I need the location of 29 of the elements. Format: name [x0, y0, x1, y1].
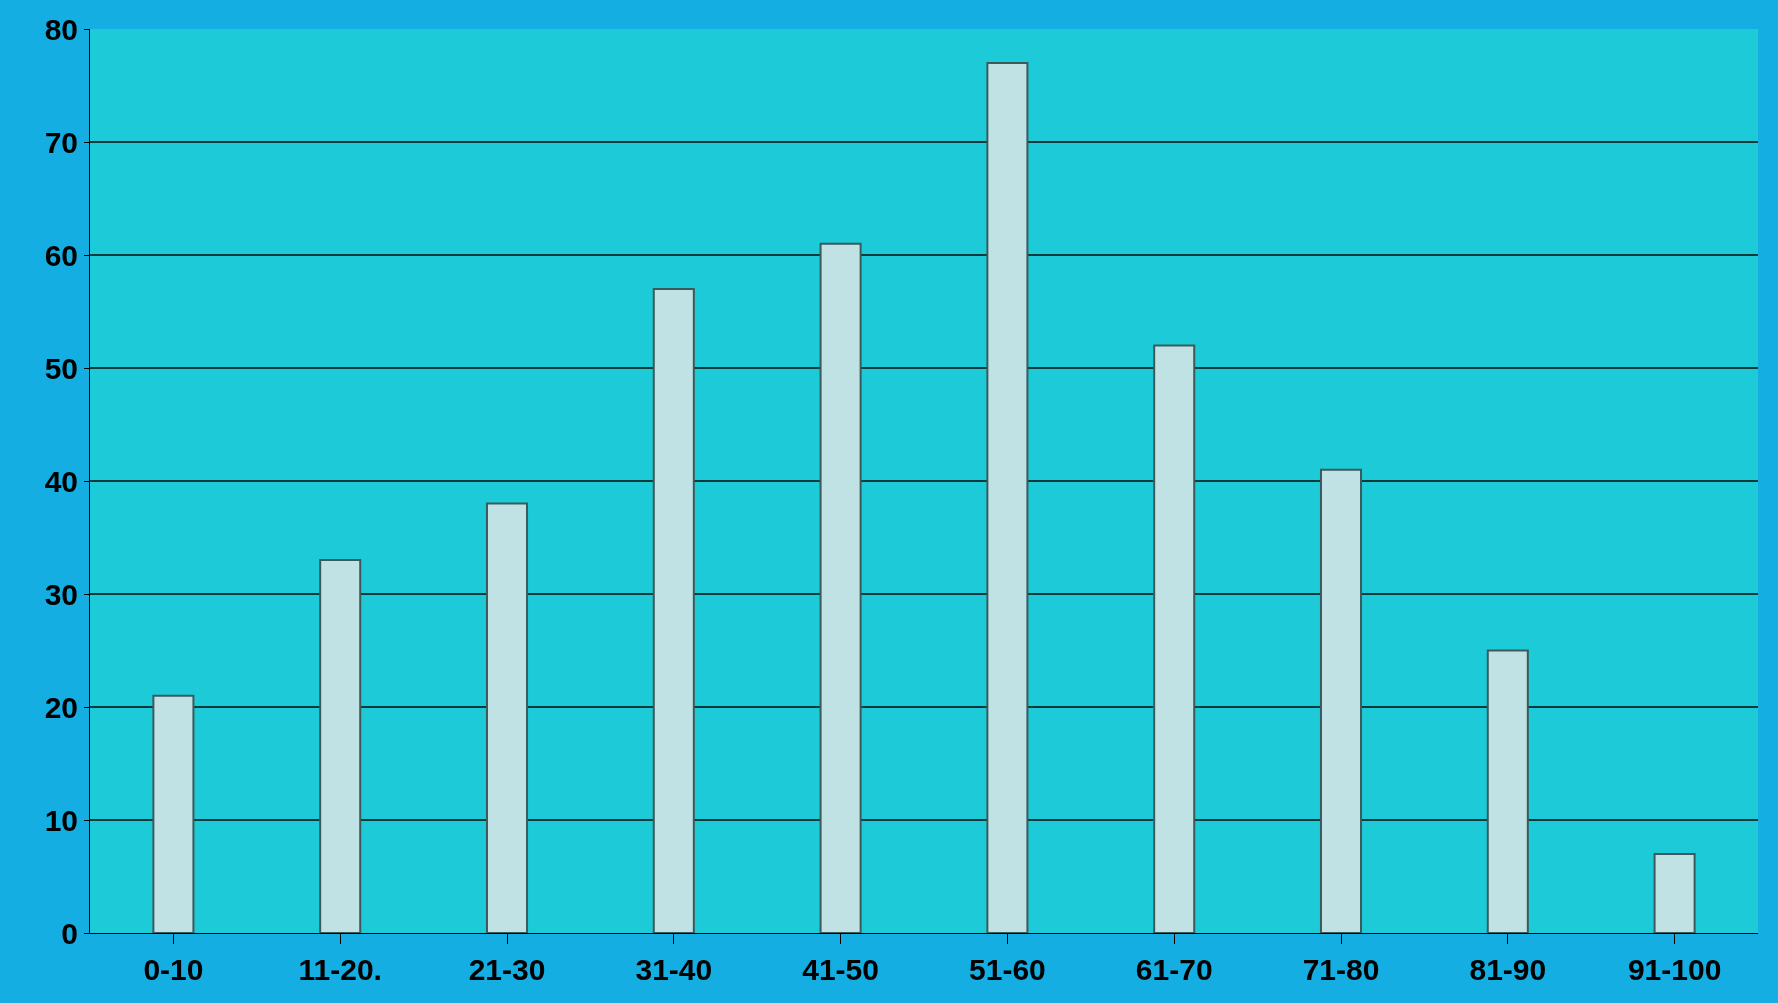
- y-tick-label: 70: [44, 125, 78, 159]
- y-tick-label: 20: [44, 690, 78, 724]
- y-tick-label: 50: [44, 351, 78, 385]
- x-tick-label: 21-30: [468, 953, 546, 986]
- bar: [1319, 468, 1363, 933]
- x-tick-label: 31-40: [635, 953, 713, 986]
- x-tick-label: 11-20.: [298, 953, 382, 986]
- bar: [986, 61, 1029, 933]
- y-tick-label: 80: [44, 12, 78, 46]
- x-tick-label: 71-80: [1302, 953, 1380, 986]
- x-tick-label: 41-50: [802, 953, 879, 986]
- y-tick-label: 30: [44, 577, 78, 611]
- y-tick-label: 0: [61, 916, 78, 950]
- x-tick-label: 91-100: [1627, 953, 1722, 986]
- bar: [485, 502, 529, 933]
- bar: [319, 559, 362, 933]
- x-tick-label: 51-60: [969, 953, 1046, 986]
- y-tick-label: 10: [44, 803, 78, 837]
- x-tick-label: 61-70: [1135, 953, 1213, 986]
- x-tick-label: 81-90: [1469, 953, 1547, 986]
- bar: [152, 694, 195, 933]
- y-tick-label: 60: [44, 238, 78, 272]
- x-tick-label: 0-10: [143, 953, 204, 986]
- bar: [819, 242, 862, 933]
- bar: [1153, 344, 1196, 933]
- bar: [1486, 649, 1529, 933]
- bar: [1653, 852, 1696, 933]
- bar: [652, 287, 695, 933]
- y-tick-label: 40: [44, 464, 78, 498]
